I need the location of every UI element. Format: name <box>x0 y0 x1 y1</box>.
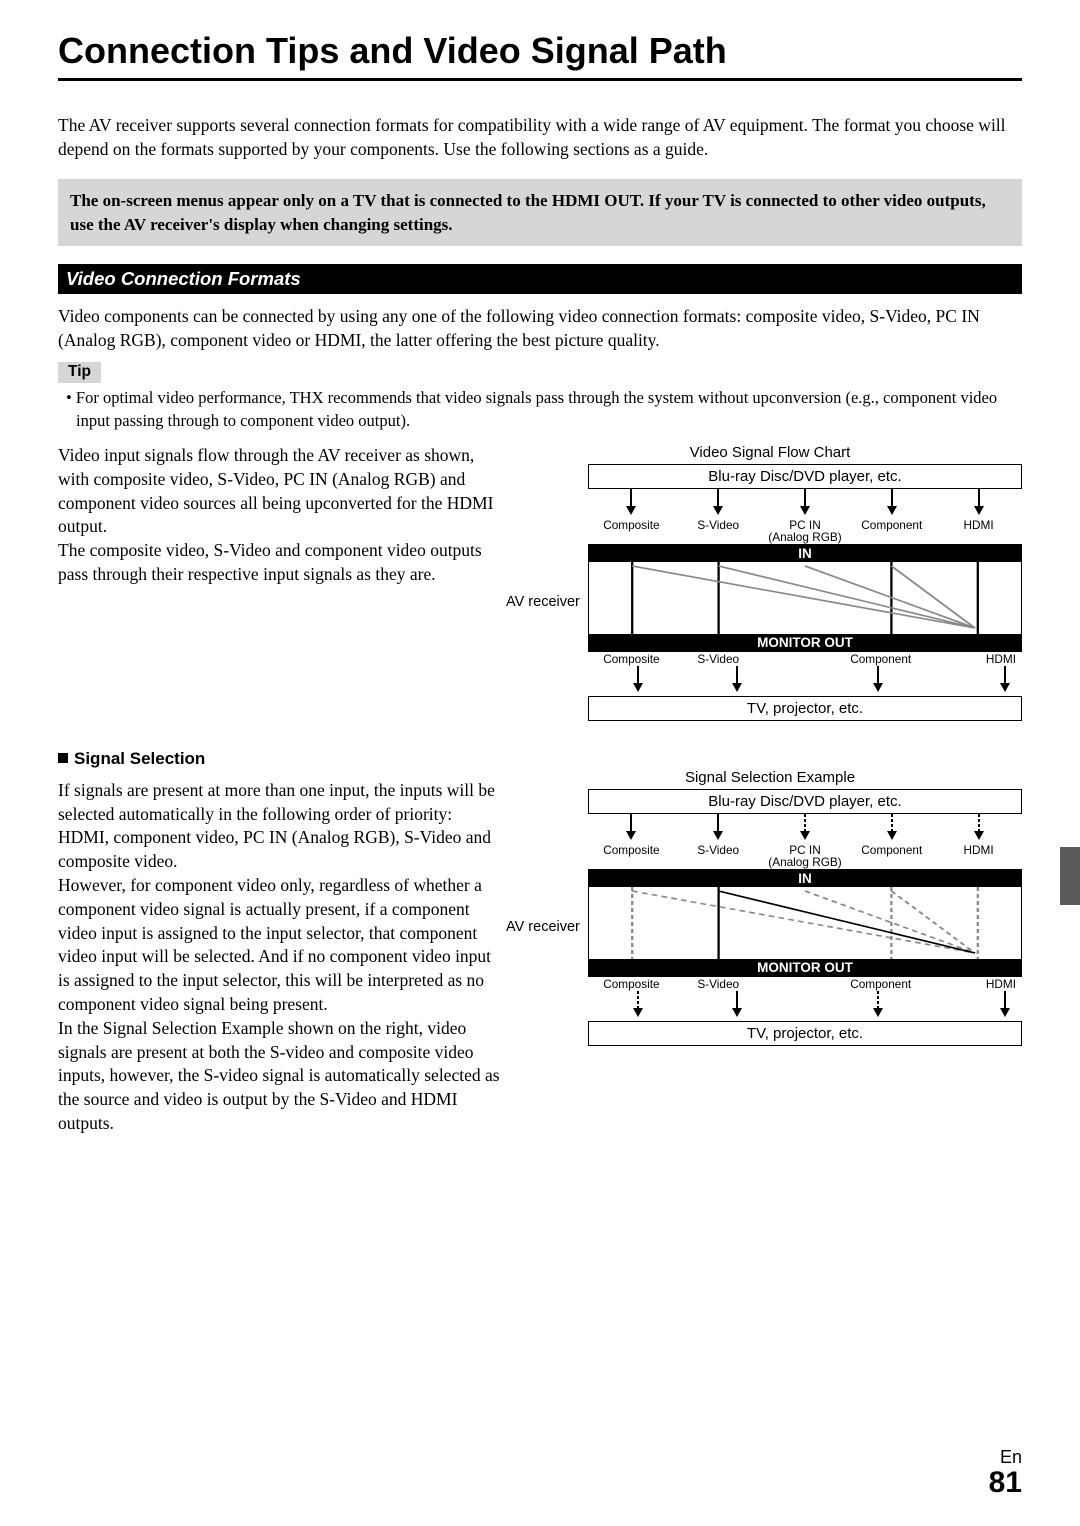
page-lang: En <box>989 1447 1022 1468</box>
signal-label: S-Video <box>675 519 762 544</box>
signal-label: HDMI <box>935 844 1022 869</box>
block1-text: Video input signals flow through the AV … <box>58 444 506 587</box>
arrow-down-icon <box>972 814 986 840</box>
arrow-down-icon <box>998 666 1012 692</box>
diag2-receiver-label: AV receiver <box>506 919 580 935</box>
signal-selection-diagram: Signal Selection Example Blu-ray Disc/DV… <box>518 769 1022 1046</box>
diag2-out-bar: MONITOR OUT <box>589 959 1021 976</box>
diag2-title: Signal Selection Example <box>518 769 1022 786</box>
diag2-source-box: Blu-ray Disc/DVD player, etc. <box>588 789 1022 814</box>
arrow-down-icon <box>711 814 725 840</box>
intro-text: The AV receiver supports several connect… <box>58 113 1022 161</box>
signal-label: S-Video <box>675 844 762 869</box>
tip-label: Tip <box>58 362 101 383</box>
signal-label: Composite <box>588 652 675 666</box>
signal-selection-heading: Signal Selection <box>58 749 506 769</box>
signal-label: Composite <box>588 977 675 991</box>
note-bold: HDMI OUT. <box>552 191 644 210</box>
hdmi-note-box: The on-screen menus appear only on a TV … <box>58 179 1022 246</box>
diag2-internal-flow <box>589 887 1021 959</box>
arrow-down-icon <box>631 991 645 1017</box>
arrow-down-icon <box>730 666 744 692</box>
signal-label: PC IN(Analog RGB) <box>762 519 849 544</box>
diag1-internal-flow <box>589 562 1021 634</box>
signal-label: PC IN(Analog RGB) <box>762 844 849 869</box>
arrow-down-icon <box>631 666 645 692</box>
signal-label: Component <box>762 652 936 666</box>
section-intro: Video components can be connected by usi… <box>58 304 1022 352</box>
signal-label: HDMI <box>935 977 1022 991</box>
arrow-down-icon <box>885 814 899 840</box>
arrow-down-icon <box>624 814 638 840</box>
video-flow-diagram: Video Signal Flow Chart Blu-ray Disc/DVD… <box>518 444 1022 721</box>
signal-label: HDMI <box>935 519 1022 544</box>
signal-label: Component <box>762 977 936 991</box>
signal-label: Component <box>848 844 935 869</box>
arrow-down-icon <box>624 489 638 515</box>
diag1-receiver-label: AV receiver <box>506 594 580 610</box>
diag1-sink-box: TV, projector, etc. <box>588 696 1022 721</box>
diag1-in-bar: IN <box>589 545 1021 562</box>
page-number: 81 <box>989 1468 1022 1498</box>
diag2-in-bar: IN <box>589 870 1021 887</box>
page-footer: En 81 <box>989 1447 1022 1498</box>
signal-label: HDMI <box>935 652 1022 666</box>
diag2-sink-box: TV, projector, etc. <box>588 1021 1022 1046</box>
tip-body: • For optimal video performance, THX rec… <box>58 387 1022 432</box>
signal-label: Component <box>848 519 935 544</box>
page-title: Connection Tips and Video Signal Path <box>58 30 1022 81</box>
signal-label: Composite <box>588 519 675 544</box>
signal-label: S-Video <box>675 977 762 991</box>
diag1-source-box: Blu-ray Disc/DVD player, etc. <box>588 464 1022 489</box>
diag1-title: Video Signal Flow Chart <box>518 444 1022 461</box>
arrow-down-icon <box>885 489 899 515</box>
arrow-down-icon <box>998 991 1012 1017</box>
arrow-down-icon <box>871 991 885 1017</box>
signal-label: S-Video <box>675 652 762 666</box>
side-tab <box>1060 847 1080 905</box>
note-prefix: The on-screen menus appear only on a TV … <box>70 191 552 210</box>
arrow-down-icon <box>871 666 885 692</box>
section-header: Video Connection Formats <box>58 264 1022 294</box>
diag2-receiver-box: IN <box>588 869 1022 977</box>
block2-text: If signals are present at more than one … <box>58 779 506 1136</box>
arrow-down-icon <box>972 489 986 515</box>
arrow-down-icon <box>711 489 725 515</box>
arrow-down-icon <box>798 489 812 515</box>
signal-label: Composite <box>588 844 675 869</box>
arrow-down-icon <box>730 991 744 1017</box>
diag1-receiver-box: IN <box>588 544 1022 652</box>
arrow-down-icon <box>798 814 812 840</box>
diag1-out-bar: MONITOR OUT <box>589 634 1021 651</box>
